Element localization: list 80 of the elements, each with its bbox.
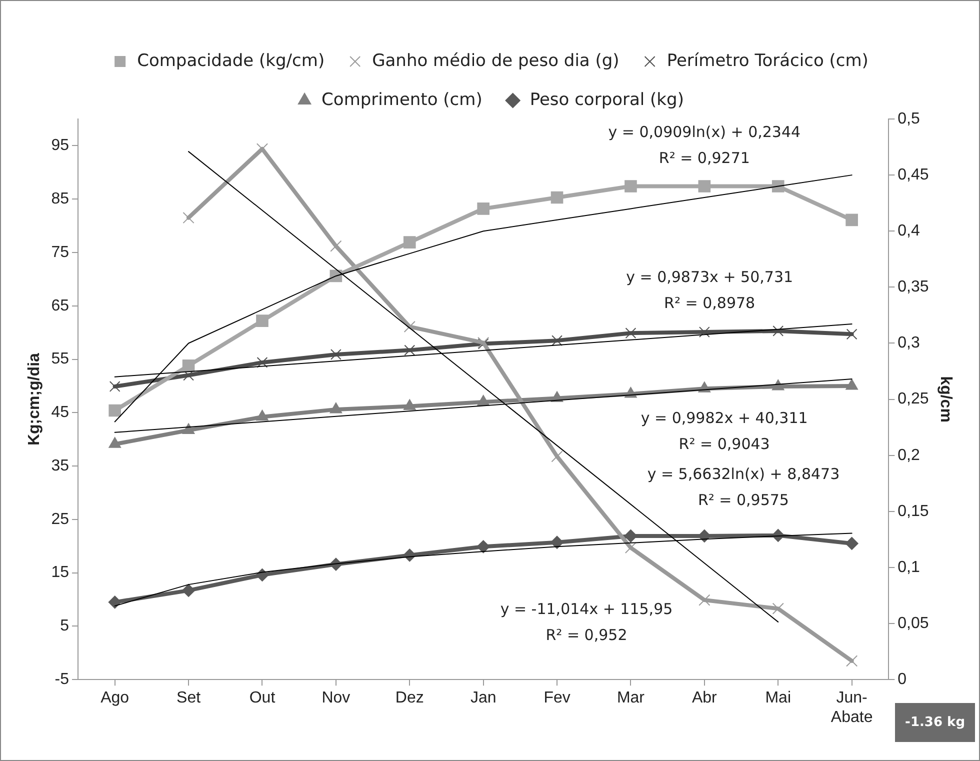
point [624,542,637,554]
point [476,540,490,554]
point [403,236,416,248]
point [845,536,858,550]
point [698,594,710,606]
point [108,596,122,609]
point [772,326,784,336]
text: -1.36 kg [895,703,975,742]
point [846,655,858,667]
y2-tick-label: 0,4 [898,222,920,240]
y-tick-label: 45 [51,404,70,422]
x-tick-label: Jan [470,690,496,707]
point [551,450,563,462]
x-tick-label: Fev [544,690,570,707]
point [109,381,120,392]
y-tick-label: 5 [60,618,70,635]
x-tick-label: Out [249,690,276,707]
y2-tick-label: 0,2 [898,446,920,464]
legend-label: Comprimento (cm) [322,90,482,110]
x-tick-label: Set [176,690,202,707]
point [624,529,638,542]
y-tick-label: 55 [51,350,70,368]
x-tick-label: Abr [692,690,718,707]
y-tick-label: 35 [51,457,70,474]
point [404,344,416,356]
point [698,326,710,338]
y2-tick-label: 0,25 [898,390,929,408]
annotation: y = 5,6632ln(x) + 8,8473 R² = 0,9575 [647,464,840,512]
point [846,328,858,340]
point [404,320,416,332]
y-tick-label: -5 [54,671,70,688]
x-tick-label: Dez [395,690,424,707]
y2-axis-title: kg/cm [936,376,954,422]
point [330,240,342,252]
point [182,212,194,224]
point [846,214,858,226]
legend-label: Peso corporal (kg) [530,90,684,110]
point [698,180,711,192]
y-tick-label: 15 [51,564,70,582]
point [182,423,195,434]
legend-label: Compacidade (kg/cm) [137,50,325,71]
point [477,202,490,215]
y-tick-label: 85 [51,190,70,208]
point [625,328,636,339]
point [108,404,121,417]
annotation: y = -11,014x + 115,95 R² = 0,952 [500,598,673,646]
annotation: y = 0,9873x + 50,731 R² = 0,8978 [626,266,794,314]
y2-tick-label: 0,5 [898,110,920,128]
y2-tick-label: 0,45 [898,166,929,184]
point [256,314,268,327]
point [550,191,564,204]
y-tick-label: 75 [51,244,70,261]
x-tick-label: Jun-Abate [830,690,873,726]
point [256,357,268,368]
point [182,360,195,372]
point [330,349,342,360]
x-tick-label: Mai [765,690,792,707]
x-tick-label: Nov [322,690,350,707]
y2-tick-label: 0,1 [898,558,920,576]
point [772,602,784,614]
point [772,180,784,192]
point [698,529,711,542]
annotation: y = 0,0909ln(x) + 0,2344 R² = 0,9271 [608,122,801,169]
y2-tick-label: 0,3 [898,334,920,352]
y2-tick-label: 0,15 [898,502,929,520]
y2-tick-label: 0,35 [898,278,929,296]
y2-tick-label: 0,05 [898,614,929,632]
x-tick-label: Ago [100,690,130,707]
y-tick-label: 65 [51,297,70,314]
legend-label: Perímetro Torácico (cm) [666,50,868,71]
y-tick-label: 25 [51,510,70,528]
y-axis-title: Kg;cm;g/dia [26,352,44,446]
x-tick-label: Mar [616,690,646,707]
legend-label: Ganho médio de peso dia (g) [372,50,620,71]
point [182,584,196,597]
point [624,180,637,192]
point [552,335,562,346]
y2-tick-label: 0 [898,671,907,688]
y-tick-label: 95 [51,137,70,154]
point [550,536,564,549]
